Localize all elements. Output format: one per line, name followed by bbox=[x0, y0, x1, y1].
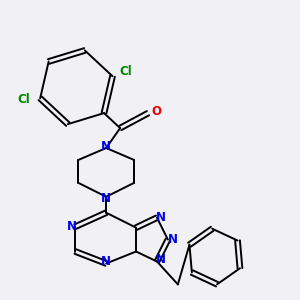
Text: Cl: Cl bbox=[17, 93, 30, 106]
Text: N: N bbox=[156, 254, 166, 266]
Text: O: O bbox=[152, 105, 161, 118]
Text: N: N bbox=[67, 220, 77, 233]
Text: N: N bbox=[156, 211, 166, 224]
Text: N: N bbox=[101, 140, 111, 153]
Text: Cl: Cl bbox=[120, 65, 132, 78]
Text: N: N bbox=[168, 233, 178, 246]
Text: N: N bbox=[101, 256, 111, 268]
Text: N: N bbox=[101, 192, 111, 205]
